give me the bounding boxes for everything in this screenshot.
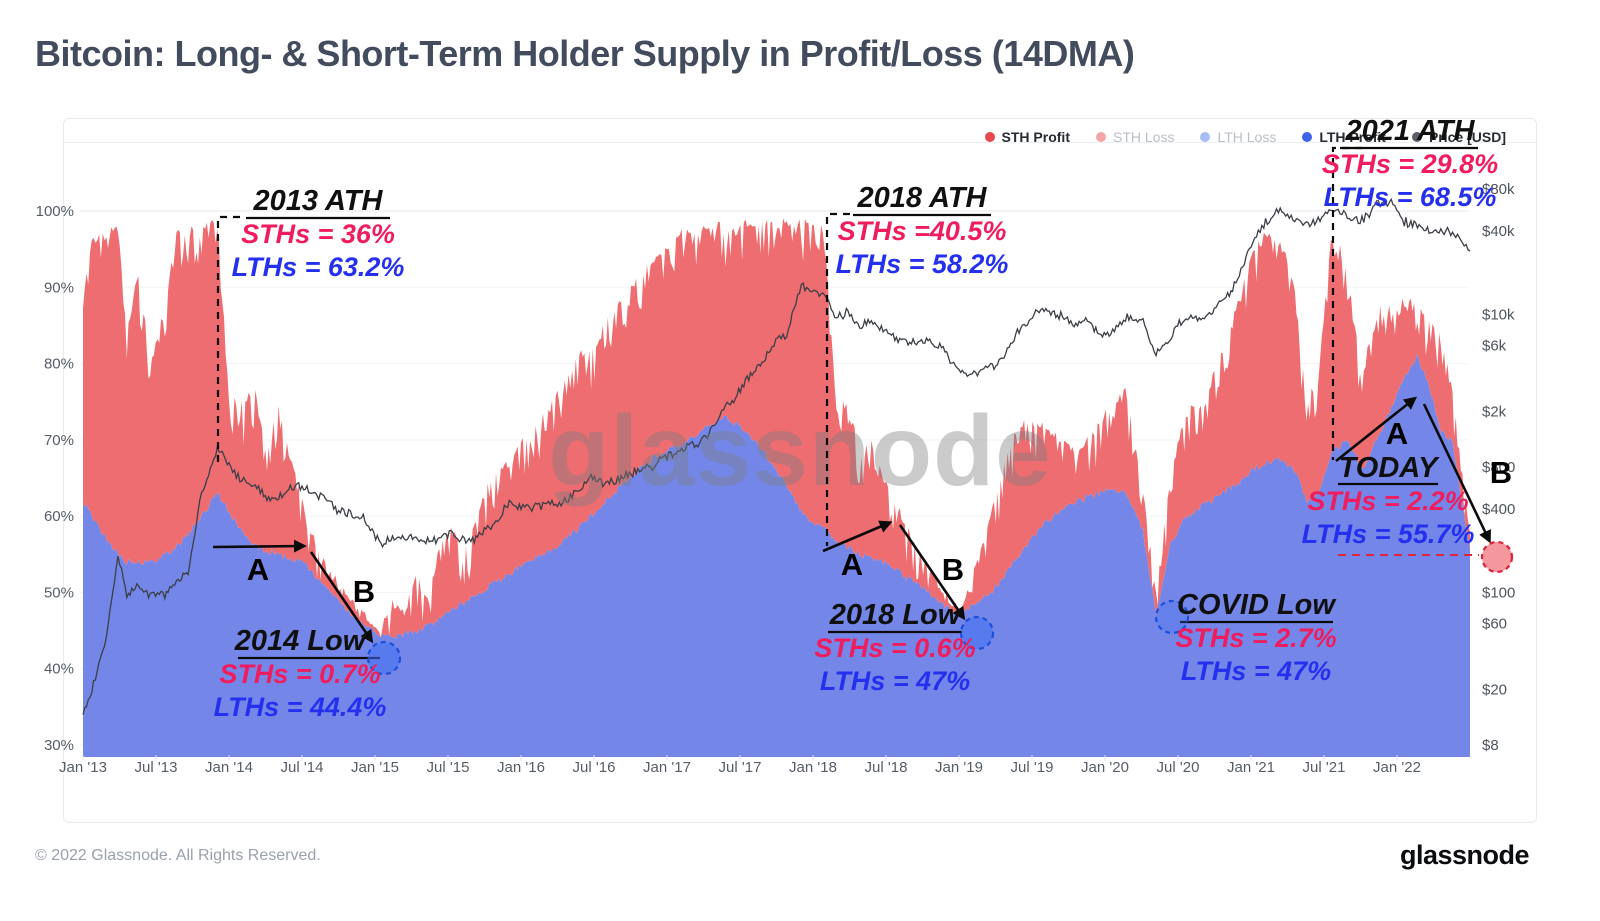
y-axis-right-label: $6k	[1482, 337, 1507, 354]
annotation-today: TODAY STHs = 2.2% LTHs = 55.7%	[1302, 452, 1475, 551]
legend-dot-icon	[1302, 132, 1313, 142]
annotation-sth-value: STHs = 2.2%	[1307, 486, 1469, 516]
legend-dot-icon	[1411, 132, 1422, 142]
pointer-label-b-today: B	[1489, 455, 1513, 490]
x-axis-label: Jan '17	[643, 759, 691, 776]
pointer-label-b-2014: B	[352, 574, 376, 609]
annotation-title: 2018 Low	[829, 599, 961, 631]
y-axis-right-label: $60	[1482, 615, 1507, 632]
x-axis-label: Jul '13	[135, 759, 178, 776]
legend-label: STH Loss	[1113, 129, 1175, 145]
annotation-covid-low: COVID Low STHs = 2.7% LTHs = 47%	[1175, 589, 1336, 688]
annotation-title: 2013 ATH	[253, 185, 383, 217]
y-axis-left-label: 40%	[44, 661, 74, 678]
footer-copyright: © 2022 Glassnode. All Rights Reserved.	[35, 847, 321, 864]
annotation-2014-low: 2014 Low STHs = 0.7% LTHs = 44.4%	[214, 625, 387, 724]
annotation-sth-value: STHs =40.5%	[837, 216, 1007, 246]
annotation-lth-value: LTHs = 47%	[819, 666, 971, 696]
lth-profit-area	[83, 353, 1470, 757]
x-axis-label: Jul '16	[573, 759, 616, 776]
legend-item-price-usd-[interactable]: Price [USD]	[1411, 129, 1506, 145]
annotation-lth-value: LTHs = 44.4%	[213, 692, 387, 722]
x-axis-label: Jul '18	[865, 759, 908, 776]
x-axis-label: Jul '20	[1157, 759, 1200, 776]
annotation-sth-value: STHs = 29.8%	[1321, 149, 1499, 179]
legend-item-sth-loss[interactable]: STH Loss	[1096, 129, 1174, 145]
annotation-title: TODAY	[1338, 452, 1438, 484]
annotation-sth-value: STHs = 0.7%	[219, 659, 381, 689]
annotation-sth-value: STHs = 0.6%	[814, 633, 976, 663]
x-axis-label: Jul '14	[281, 759, 324, 776]
x-axis-label: Jan '20	[1081, 759, 1129, 776]
y-axis-right-label: $20	[1482, 682, 1507, 699]
annotation-lth-value: LTHs = 63.2%	[231, 252, 405, 282]
annotation-2021-ath: 2021 ATH STHs = 29.8% LTHs = 68.5%	[1322, 115, 1498, 214]
pointer-label-b-2018: B	[941, 552, 965, 587]
annotation-sth-value: STHs = 36%	[241, 219, 395, 249]
page-title: Bitcoin: Long- & Short-Term Holder Suppl…	[35, 33, 1135, 74]
x-axis-label: Jan '22	[1373, 759, 1421, 776]
y-axis-right-label: $10k	[1482, 307, 1515, 324]
x-axis-label: Jan '15	[351, 759, 399, 776]
y-axis-right-label: $100	[1482, 585, 1515, 602]
legend-dot-icon	[984, 132, 995, 142]
x-axis-label: Jan '16	[497, 759, 545, 776]
legend-item-lth-profit[interactable]: LTH Profit	[1302, 129, 1386, 145]
legend-item-lth-loss[interactable]: LTH Loss	[1200, 129, 1276, 145]
legend-label: LTH Profit	[1319, 129, 1386, 145]
annotation-2013-ath: 2013 ATH STHs = 36% LTHs = 63.2%	[232, 185, 405, 284]
annotation-lth-value: LTHs = 68.5%	[1323, 182, 1497, 212]
x-axis-label: Jul '21	[1303, 759, 1346, 776]
legend-dot-icon	[1096, 132, 1106, 142]
annotation-lth-value: LTHs = 47%	[1180, 656, 1332, 686]
legend-label: Price [USD]	[1428, 129, 1506, 145]
y-axis-right-label: $40k	[1482, 223, 1515, 240]
x-axis-label: Jan '14	[205, 759, 253, 776]
x-axis-label: Jul '15	[427, 759, 470, 776]
sth-profit-area	[83, 218, 1470, 639]
pointer-label-a-2021: A	[1385, 416, 1409, 451]
glassnode-logo: glassnode	[1400, 840, 1530, 870]
price-line	[82, 197, 1471, 715]
y-axis-right-label: $80k	[1482, 181, 1515, 198]
annotation-lth-value: LTHs = 58.2%	[835, 249, 1009, 279]
x-axis-label: Jan '18	[789, 759, 837, 776]
y-axis-right-label: $8	[1482, 737, 1499, 754]
annotation-2018-low: 2018 Low STHs = 0.6% LTHs = 47%	[814, 599, 975, 698]
pointer-label-a-2018: A	[840, 547, 864, 582]
y-axis-left-label: 50%	[44, 584, 74, 601]
annotation-sth-value: STHs = 2.7%	[1175, 623, 1337, 653]
x-axis-label: Jul '17	[719, 759, 762, 776]
card-top-divider	[64, 142, 1536, 143]
y-axis-left-label: 90%	[44, 279, 74, 296]
legend: STH Profit STH Loss LTH Loss LTH Profit Pric…	[984, 129, 1506, 145]
annotation-lth-value: LTHs = 55.7%	[1301, 519, 1475, 549]
annotation-title: COVID Low	[1177, 589, 1335, 621]
legend-label: STH Profit	[1001, 129, 1070, 145]
pointer-label-a-2013: A	[246, 552, 270, 587]
y-axis-right-label: $400	[1482, 501, 1515, 518]
y-axis-right-label: $800	[1482, 459, 1515, 476]
legend-label: LTH Loss	[1217, 129, 1277, 145]
y-axis-right-label: $2k	[1482, 404, 1507, 421]
annotation-title: 2018 ATH	[857, 182, 987, 214]
y-axis-left-label: 100%	[36, 203, 74, 220]
annotation-title: 2021 ATH	[1345, 115, 1475, 147]
annotation-title: 2014 Low	[234, 625, 366, 657]
annotation-2018-ath: 2018 ATH STHs =40.5% LTHs = 58.2%	[836, 182, 1009, 281]
legend-item-sth-profit[interactable]: STH Profit	[984, 129, 1070, 145]
legend-dot-icon	[1200, 132, 1211, 142]
y-axis-left-label: 60%	[44, 508, 74, 525]
y-axis-left-label: 30%	[44, 737, 74, 754]
x-axis-label: Jul '19	[1011, 759, 1054, 776]
y-axis-left-label: 80%	[44, 356, 74, 373]
y-axis-left-label: 70%	[44, 432, 74, 449]
x-axis-label: Jan '21	[1227, 759, 1275, 776]
x-axis-label: Jan '13	[59, 759, 107, 776]
x-axis-label: Jan '19	[935, 759, 983, 776]
